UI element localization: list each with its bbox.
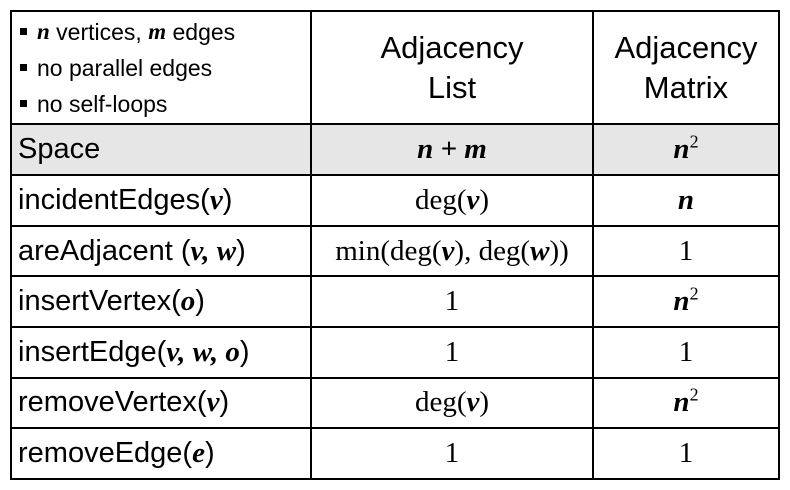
matrix-cost-cell: n2 — [592, 123, 780, 177]
assumption-item: no self-loops — [20, 86, 304, 122]
operation-name: removeEdge( — [18, 437, 193, 470]
assumption-text: edges — [166, 18, 236, 45]
operation-cell: insertEdge(v, w, o) — [10, 326, 312, 379]
cost-text: ) — [479, 183, 490, 216]
cost-expr: 1 — [678, 437, 694, 470]
cost-expr: n — [673, 386, 690, 419]
operation-args: v — [209, 183, 223, 216]
cost-arg: w — [530, 234, 550, 267]
cost-expr: 1 — [678, 234, 694, 267]
operation-name: insertEdge( — [18, 335, 167, 368]
operation-close: ) — [222, 183, 233, 216]
operation-args: v, w — [190, 234, 237, 267]
matrix-cost-cell: n2 — [592, 376, 780, 430]
operation-cell: areAdjacent (v, w) — [10, 224, 312, 278]
table-row: removeEdge(e) 1 1 — [10, 427, 780, 480]
operation-args: v — [206, 386, 220, 419]
assumptions-cell: n vertices, m edges no parallel edges no… — [10, 9, 312, 126]
table-row: Space n + m n2 — [10, 123, 780, 177]
table-row: areAdjacent (v, w) min(deg(v), deg(w)) 1 — [10, 224, 780, 278]
cost-text: ) — [479, 386, 490, 419]
cost-text: min(deg( — [335, 234, 442, 267]
header-line: Matrix — [643, 69, 729, 105]
matrix-cost-cell: 1 — [592, 224, 780, 278]
list-cost-cell: 1 — [310, 326, 594, 379]
cost-expr: n + m — [417, 133, 487, 166]
operation-cell: insertVertex(o) — [10, 275, 312, 329]
table-row: insertVertex(o) 1 n2 — [10, 275, 780, 329]
operation-args: v, w, o — [166, 335, 240, 368]
operation-cell: incidentEdges(v) — [10, 174, 312, 227]
cost-expr: 1 — [444, 285, 460, 318]
operation-name: Space — [18, 133, 101, 166]
bullet-icon — [20, 64, 27, 72]
list-cost-cell: 1 — [310, 427, 594, 480]
table-row: removeVertex(v) deg(v) n2 — [10, 376, 780, 430]
cost-expr: n — [673, 133, 690, 166]
assumption-text: vertices, — [49, 18, 149, 45]
assumption-item: no parallel edges — [20, 50, 304, 86]
table-row: insertEdge(v, w, o) 1 1 — [10, 326, 780, 379]
bullet-icon — [20, 28, 27, 36]
exponent: 2 — [689, 131, 699, 152]
assumption-text: no self-loops — [37, 90, 168, 117]
cost-expr: n — [677, 183, 695, 216]
operation-cell: Space — [10, 123, 312, 177]
operation-name: incidentEdges( — [18, 183, 210, 216]
cost-expr: 1 — [678, 335, 694, 368]
operation-close: ) — [204, 437, 215, 470]
adjacency-list-header: Adjacency List — [310, 9, 594, 126]
cost-text: ), deg( — [454, 234, 531, 267]
matrix-cost-cell: 1 — [592, 326, 780, 379]
assumption-item: n vertices, m edges — [20, 14, 304, 50]
table-row: incidentEdges(v) deg(v) n — [10, 174, 780, 227]
bullet-icon — [20, 100, 27, 108]
exponent: 2 — [689, 283, 699, 304]
operation-name: insertVertex( — [18, 285, 181, 318]
list-cost-cell: n + m — [310, 123, 594, 177]
cost-expr: 1 — [444, 437, 460, 470]
operation-close: ) — [195, 285, 205, 318]
operation-args: o — [180, 285, 196, 318]
cost-expr: n — [673, 285, 690, 318]
adjacency-matrix-header: Adjacency Matrix — [592, 9, 780, 126]
header-row: n vertices, m edges no parallel edges no… — [10, 9, 780, 126]
cost-text: deg( — [414, 183, 467, 216]
var-n: n — [37, 18, 50, 44]
list-cost-cell: deg(v) — [310, 376, 594, 430]
header-line: Adjacency — [614, 29, 758, 65]
matrix-cost-cell: 1 — [592, 427, 780, 480]
exponent: 2 — [689, 384, 699, 405]
operation-close: ) — [219, 386, 230, 419]
list-cost-cell: 1 — [310, 275, 594, 329]
operation-name: areAdjacent ( — [18, 234, 191, 267]
operation-name: removeVertex( — [18, 386, 207, 419]
assumption-text: no parallel edges — [37, 54, 213, 81]
complexity-table: n vertices, m edges no parallel edges no… — [10, 9, 780, 480]
cost-arg: v — [441, 234, 455, 267]
cost-text: )) — [549, 234, 569, 267]
operation-close: ) — [236, 234, 246, 267]
header-line: Adjacency — [380, 29, 524, 65]
operation-args: e — [192, 437, 205, 470]
operation-cell: removeVertex(v) — [10, 376, 312, 430]
cost-text: deg( — [414, 386, 467, 419]
matrix-cost-cell: n — [592, 174, 780, 227]
matrix-cost-cell: n2 — [592, 275, 780, 329]
list-cost-cell: deg(v) — [310, 174, 594, 227]
var-m: m — [148, 18, 167, 44]
operation-close: ) — [239, 335, 250, 368]
header-line: List — [427, 69, 477, 105]
operation-cell: removeEdge(e) — [10, 427, 312, 480]
cost-arg: v — [466, 386, 480, 419]
cost-arg: v — [466, 183, 480, 216]
cost-expr: 1 — [444, 335, 460, 368]
list-cost-cell: min(deg(v), deg(w)) — [310, 224, 594, 278]
